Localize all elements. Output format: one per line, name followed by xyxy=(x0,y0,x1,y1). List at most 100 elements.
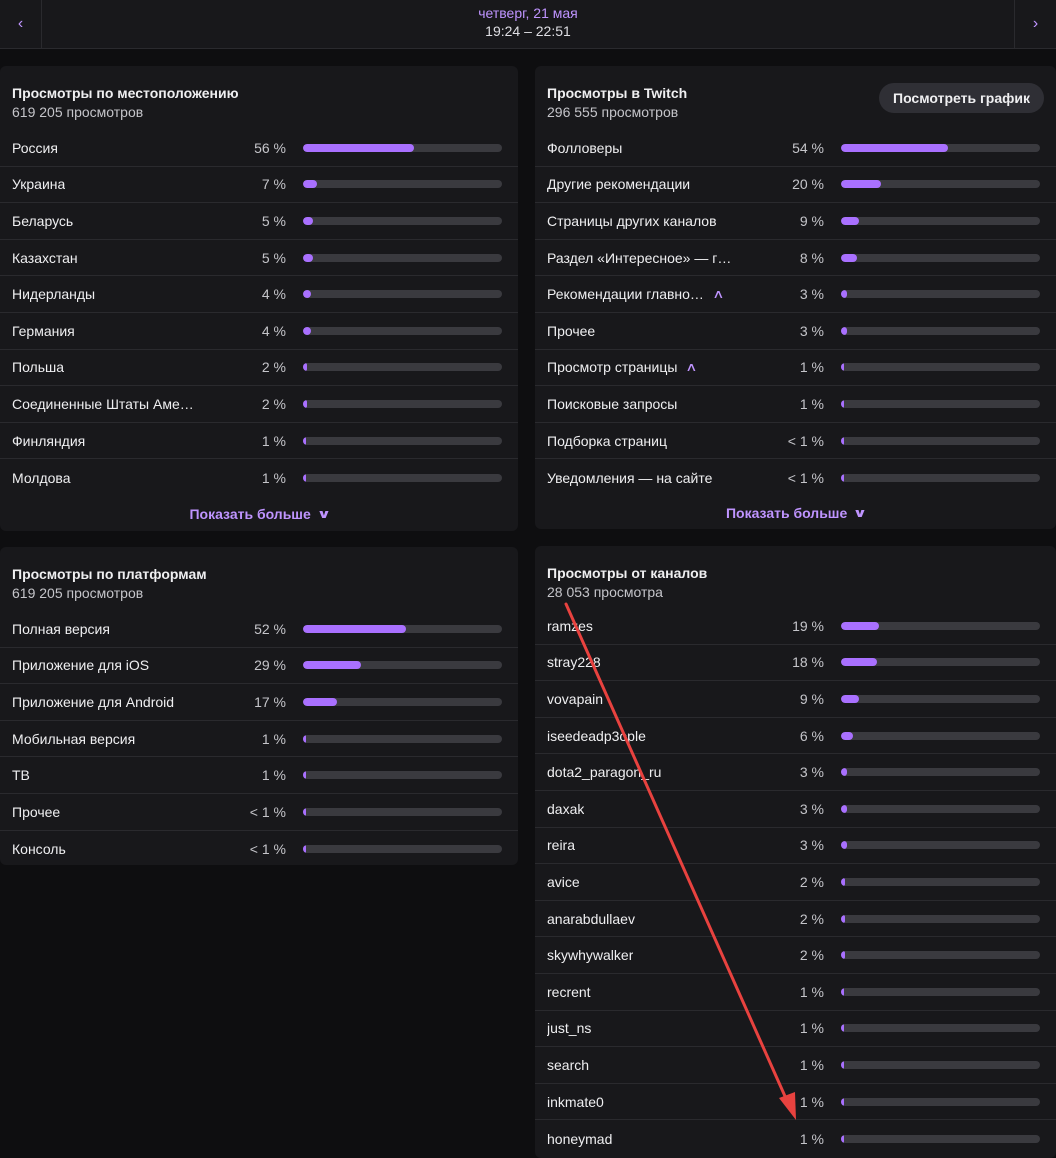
progress-bar xyxy=(303,143,502,152)
progress-bar xyxy=(303,697,502,706)
row-percentage: 1 % xyxy=(261,432,286,449)
progress-bar-fill xyxy=(303,216,313,225)
list-item: Украина 7 % xyxy=(0,167,518,204)
row-percentage: 1 % xyxy=(799,1093,824,1110)
row-label-text: Рекомендации главно… xyxy=(547,286,704,303)
progress-bar xyxy=(303,363,502,372)
row-label-text: Прочее xyxy=(12,803,61,820)
row-label-text: Украина xyxy=(12,176,66,193)
row-label-text: Раздел «Интересное» — г… xyxy=(547,249,732,266)
progress-bar xyxy=(841,1097,1040,1106)
row-percentage: 1 % xyxy=(799,1056,824,1073)
list-item: Польша 2 % xyxy=(0,350,518,387)
progress-bar xyxy=(841,399,1040,408)
row-percentage: 1 % xyxy=(799,1020,824,1037)
row-label-text: Нидерланды xyxy=(12,286,96,303)
row-percentage: 52 % xyxy=(254,620,286,637)
row-percentage: 3 % xyxy=(799,837,824,854)
progress-bar xyxy=(841,658,1040,667)
list-item: Беларусь 5 % xyxy=(0,203,518,240)
progress-bar xyxy=(303,216,502,225)
list-item: iseedeadp3ople 6 % xyxy=(535,718,1056,755)
row-label: dota2_paragon_ru xyxy=(547,764,764,780)
row-percentage: 5 % xyxy=(261,249,286,266)
row-label: Мобильная версия xyxy=(12,731,226,747)
row-label: Беларусь xyxy=(12,213,226,229)
progress-bar-fill xyxy=(841,253,857,262)
list-item: daxak 3 % xyxy=(535,791,1056,828)
progress-bar xyxy=(841,253,1040,262)
row-label-text: just_ns xyxy=(547,1020,592,1037)
row-percentage: 2 % xyxy=(261,359,286,376)
list-item: Страницы других каналов 9 % xyxy=(535,203,1056,240)
progress-bar xyxy=(303,844,502,853)
list-item: Казахстан 5 % xyxy=(0,240,518,277)
row-percentage: 56 % xyxy=(254,139,286,156)
card-header: Просмотры от каналов 28 053 просмотра xyxy=(535,546,1056,608)
row-label: anarabdullaev xyxy=(547,911,764,927)
row-percentage: < 1 % xyxy=(249,840,286,857)
progress-bar xyxy=(841,768,1040,777)
progress-bar xyxy=(841,951,1040,960)
view-graph-button[interactable]: Посмотреть график xyxy=(879,83,1044,113)
row-percentage: 6 % xyxy=(799,727,824,744)
row-label-text: Соединенные Штаты Аме… xyxy=(12,395,194,412)
previous-period-button[interactable]: ‹ xyxy=(0,0,42,48)
progress-bar-fill xyxy=(841,473,844,482)
progress-bar xyxy=(841,1024,1040,1033)
card-header: Просмотры по местоположению 619 205 прос… xyxy=(0,66,518,130)
progress-bar-fill xyxy=(841,841,847,850)
row-label: Подборка страниц xyxy=(547,433,764,449)
progress-bar-fill xyxy=(841,951,845,960)
progress-bar xyxy=(303,436,502,445)
progress-bar-fill xyxy=(303,143,415,152)
date-navigation-bar: ‹ четверг, 21 мая 19:24 – 22:51 › xyxy=(0,0,1056,49)
card-title: Просмотры от каналов xyxy=(547,565,708,581)
row-label-text: Финляндия xyxy=(12,432,86,449)
progress-bar xyxy=(841,290,1040,299)
location-views-card: Просмотры по местоположению 619 205 прос… xyxy=(0,66,518,531)
list-item[interactable]: Рекомендации главно… ∧ 3 % xyxy=(535,276,1056,313)
row-percentage: 1 % xyxy=(261,730,286,747)
progress-bar xyxy=(303,661,502,670)
row-label-text: Полная версия xyxy=(12,620,110,637)
list-item: Раздел «Интересное» — г… 8 % xyxy=(535,240,1056,277)
row-label-text: anarabdullaev xyxy=(547,910,635,927)
list-item: just_ns 1 % xyxy=(535,1011,1056,1048)
progress-bar xyxy=(841,914,1040,923)
row-percentage: 2 % xyxy=(261,395,286,412)
row-label: ramzes xyxy=(547,618,764,634)
row-label: Страницы других каналов xyxy=(547,213,764,229)
chevron-up-icon[interactable]: ∧ xyxy=(712,287,725,302)
row-label-text: Просмотр страницы xyxy=(547,359,678,376)
date-label: четверг, 21 мая xyxy=(478,5,578,21)
progress-bar-fill xyxy=(841,143,949,152)
row-label: Консоль xyxy=(12,841,226,857)
row-percentage: 54 % xyxy=(792,139,824,156)
row-label: just_ns xyxy=(547,1020,764,1036)
row-label: Полная версия xyxy=(12,621,226,637)
row-percentage: 2 % xyxy=(799,947,824,964)
row-label-text: dota2_paragon_ru xyxy=(547,764,662,781)
list-item: vovapain 9 % xyxy=(535,681,1056,718)
row-percentage: 1 % xyxy=(799,1130,824,1147)
show-more-button[interactable]: Показать больше ∨ xyxy=(535,496,1056,529)
progress-bar xyxy=(841,1060,1040,1069)
row-label-text: Фолловеры xyxy=(547,139,623,156)
row-label: Украина xyxy=(12,176,226,192)
next-period-button[interactable]: › xyxy=(1014,0,1056,48)
card-header: Просмотры по платформам 619 205 просмотр… xyxy=(0,547,518,611)
card-title: Просмотры по платформам xyxy=(12,566,207,582)
row-percentage: 3 % xyxy=(799,764,824,781)
row-label-text: ramzes xyxy=(547,617,593,634)
card-title: Просмотры в Twitch xyxy=(547,85,688,101)
progress-bar-fill xyxy=(303,771,306,780)
progress-bar xyxy=(303,253,502,262)
row-percentage: < 1 % xyxy=(787,469,824,486)
show-more-button[interactable]: Показать больше ∨ xyxy=(0,496,518,531)
progress-bar-fill xyxy=(841,363,844,372)
row-label: Прочее xyxy=(12,804,226,820)
chevron-up-icon[interactable]: ∧ xyxy=(685,360,699,375)
card-title: Просмотры по местоположению xyxy=(12,85,239,101)
list-item[interactable]: Просмотр страницы ∧ 1 % xyxy=(535,350,1056,387)
